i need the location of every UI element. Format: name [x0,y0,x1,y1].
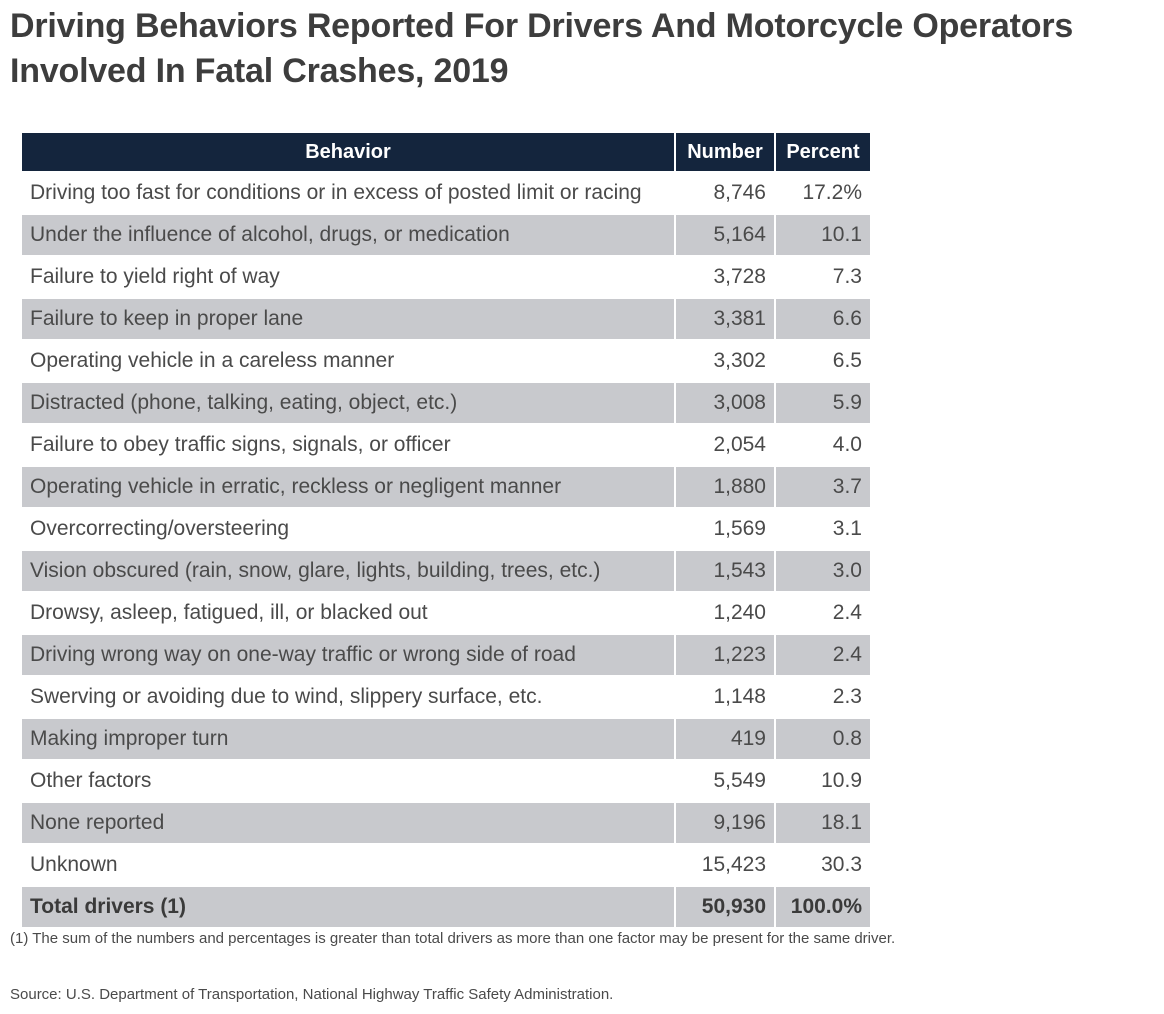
cell-number: 15,423 [674,843,774,885]
cell-number: 419 [674,717,774,759]
cell-behavior: Distracted (phone, talking, eating, obje… [22,381,674,423]
cell-behavior: Swerving or avoiding due to wind, slippe… [22,675,674,717]
cell-behavior: Failure to obey traffic signs, signals, … [22,423,674,465]
table-header-row: Behavior Number Percent [22,133,870,171]
cell-behavior: Operating vehicle in erratic, reckless o… [22,465,674,507]
cell-number: 2,054 [674,423,774,465]
cell-percent: 17.2% [774,171,870,213]
cell-number: 3,302 [674,339,774,381]
table-row: Other factors 5,549 10.9 [22,759,870,801]
table-row: Failure to yield right of way 3,728 7.3 [22,255,870,297]
cell-percent: 6.6 [774,297,870,339]
table-row: Vision obscured (rain, snow, glare, ligh… [22,549,870,591]
cell-number: 1,223 [674,633,774,675]
table-row: Under the influence of alcohol, drugs, o… [22,213,870,255]
table-row: None reported 9,196 18.1 [22,801,870,843]
cell-number: 3,381 [674,297,774,339]
cell-percent: 2.3 [774,675,870,717]
cell-number: 1,240 [674,591,774,633]
header-behavior: Behavior [22,133,674,171]
cell-percent: 4.0 [774,423,870,465]
footnote: (1) The sum of the numbers and percentag… [10,930,896,947]
table-row: Driving wrong way on one-way traffic or … [22,633,870,675]
cell-percent: 10.9 [774,759,870,801]
cell-percent: 2.4 [774,591,870,633]
table-row: Operating vehicle in a careless manner 3,… [22,339,870,381]
cell-percent: 3.7 [774,465,870,507]
cell-number: 8,746 [674,171,774,213]
table-row: Operating vehicle in erratic, reckless o… [22,465,870,507]
cell-number: 5,164 [674,213,774,255]
page-title: Driving Behaviors Reported For Drivers A… [10,7,1074,90]
table-row: Making improper turn 419 0.8 [22,717,870,759]
table-row: Overcorrecting/oversteering 1,569 3.1 [22,507,870,549]
table-row: Driving too fast for conditions or in ex… [22,171,870,213]
cell-number: 1,543 [674,549,774,591]
cell-percent: 5.9 [774,381,870,423]
cell-behavior: Drowsy, asleep, fatigued, ill, or blacke… [22,591,674,633]
cell-number: 3,728 [674,255,774,297]
header-number: Number [674,133,774,171]
cell-percent: 30.3 [774,843,870,885]
cell-percent: 10.1 [774,213,870,255]
cell-behavior: Under the influence of alcohol, drugs, o… [22,213,674,255]
cell-percent: 0.8 [774,717,870,759]
cell-percent: 100.0% [774,885,870,927]
cell-number: 5,549 [674,759,774,801]
table-row: Failure to obey traffic signs, signals, … [22,423,870,465]
source-note: Source: U.S. Department of Transportatio… [10,986,614,1003]
table-row: Distracted (phone, talking, eating, obje… [22,381,870,423]
header-percent: Percent [774,133,870,171]
table-row: Drowsy, asleep, fatigued, ill, or blacke… [22,591,870,633]
table-row: Unknown 15,423 30.3 [22,843,870,885]
cell-behavior: Other factors [22,759,674,801]
cell-number: 1,148 [674,675,774,717]
cell-behavior: Making improper turn [22,717,674,759]
cell-number: 50,930 [674,885,774,927]
behaviors-table: Behavior Number Percent Driving too fast… [22,133,870,927]
cell-percent: 2.4 [774,633,870,675]
table-row: Failure to keep in proper lane 3,381 6.6 [22,297,870,339]
cell-percent: 6.5 [774,339,870,381]
cell-behavior: Unknown [22,843,674,885]
cell-behavior: Failure to keep in proper lane [22,297,674,339]
cell-behavior: Driving wrong way on one-way traffic or … [22,633,674,675]
cell-percent: 3.1 [774,507,870,549]
table-row: Swerving or avoiding due to wind, slippe… [22,675,870,717]
cell-number: 9,196 [674,801,774,843]
cell-number: 1,880 [674,465,774,507]
cell-behavior: None reported [22,801,674,843]
cell-percent: 7.3 [774,255,870,297]
table-body: Driving too fast for conditions or in ex… [22,171,870,927]
cell-percent: 18.1 [774,801,870,843]
cell-behavior: Overcorrecting/oversteering [22,507,674,549]
cell-behavior: Total drivers (1) [22,885,674,927]
cell-behavior: Driving too fast for conditions or in ex… [22,171,674,213]
cell-behavior: Vision obscured (rain, snow, glare, ligh… [22,549,674,591]
cell-percent: 3.0 [774,549,870,591]
table-total-row: Total drivers (1) 50,930 100.0% [22,885,870,927]
cell-behavior: Failure to yield right of way [22,255,674,297]
cell-number: 1,569 [674,507,774,549]
cell-number: 3,008 [674,381,774,423]
cell-behavior: Operating vehicle in a careless manner [22,339,674,381]
